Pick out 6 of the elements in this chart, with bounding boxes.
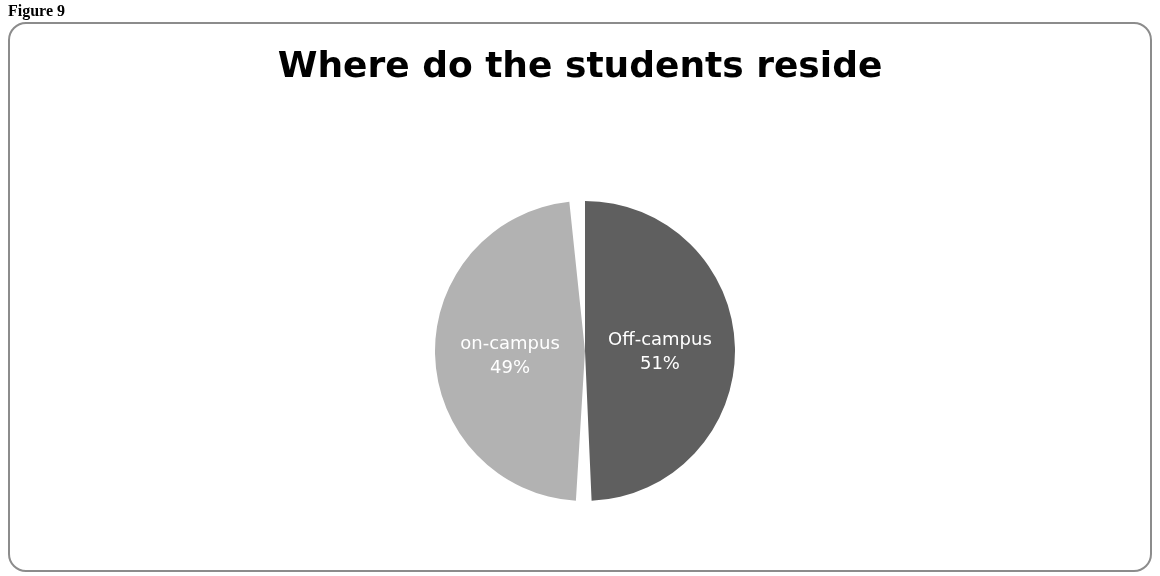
data-label: 51% [639, 352, 680, 374]
slice-label: Off-campus [608, 328, 712, 350]
data-label: 49% [490, 355, 531, 377]
slice-label: on-campus [460, 331, 560, 353]
caption: Figure 9 [8, 2, 66, 20]
chart-title: Where do the students reside [276, 44, 884, 85]
